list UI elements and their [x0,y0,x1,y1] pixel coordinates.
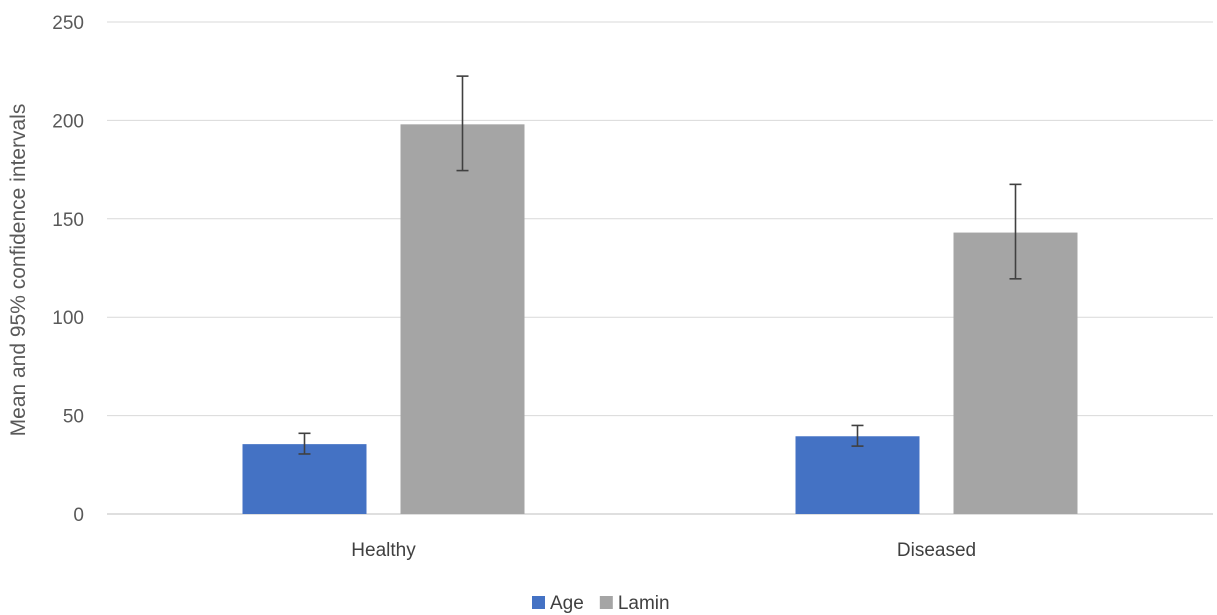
y-tick-label: 250 [52,13,84,34]
legend-label-age: Age [550,593,584,614]
legend: Age Lamin [532,593,670,614]
legend-swatch-age [532,596,545,609]
category-label: Diseased [897,540,976,561]
y-tick-label: 200 [52,111,84,132]
category-labels: Healthy Diseased [351,540,976,561]
legend-label-lamin: Lamin [618,593,670,614]
bar-lamin-healthy [400,124,525,514]
legend-swatch-lamin [599,596,613,609]
y-tick-label: 100 [52,308,84,329]
bar-age-healthy [242,444,367,514]
y-tick-labels: 0 50 100 150 200 250 [52,13,84,526]
bar-age-diseased [795,436,920,514]
y-tick-label: 150 [52,210,84,231]
category-label: Healthy [351,540,416,561]
y-axis-title: Mean and 95% confidence intervals [7,104,30,437]
error-bars [298,75,1022,455]
y-tick-label: 0 [73,505,84,526]
y-tick-label: 50 [63,407,84,428]
bars [242,124,1078,515]
